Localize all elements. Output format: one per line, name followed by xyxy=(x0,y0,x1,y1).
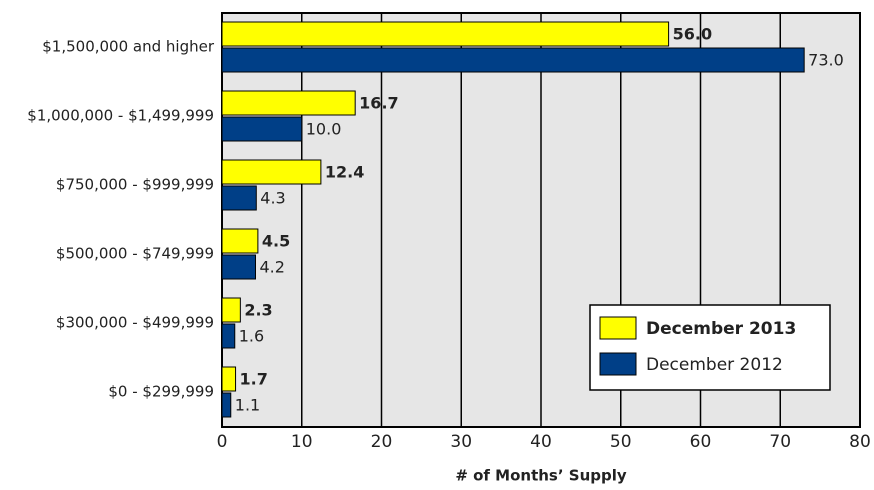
y-tick-label: $0 - $299,999 xyxy=(108,383,214,401)
bar xyxy=(221,254,256,280)
x-tick-label: 40 xyxy=(530,432,552,452)
y-tick-label: $300,000 - $499,999 xyxy=(56,314,214,332)
data-label: 1.7 xyxy=(240,370,268,389)
bar xyxy=(221,47,805,73)
x-tick-label: 70 xyxy=(769,432,791,452)
data-label: 16.7 xyxy=(359,94,398,113)
legend-label: December 2012 xyxy=(646,355,783,375)
legend-label: December 2013 xyxy=(646,319,796,339)
data-label: 12.4 xyxy=(325,163,364,182)
bar xyxy=(221,21,670,47)
y-tick-label: $500,000 - $749,999 xyxy=(56,245,214,263)
x-tick-label: 20 xyxy=(371,432,393,452)
data-label: 4.5 xyxy=(262,232,290,251)
legend-swatch xyxy=(599,316,637,340)
plot-frame xyxy=(221,12,861,428)
x-axis-label: # of Months’ Supply xyxy=(455,467,627,485)
data-label: 10.0 xyxy=(306,120,342,139)
y-tick-label: $1,500,000 and higher xyxy=(42,38,215,56)
data-label: 73.0 xyxy=(808,51,844,70)
x-tick-label: 10 xyxy=(291,432,313,452)
y-tick-label: $750,000 - $999,999 xyxy=(56,176,214,194)
data-label: 2.3 xyxy=(244,301,272,320)
bar xyxy=(221,116,303,142)
bar xyxy=(221,228,259,254)
data-label: 56.0 xyxy=(673,25,712,44)
data-label: 4.2 xyxy=(259,258,284,277)
bar xyxy=(221,323,236,349)
bar xyxy=(221,392,232,418)
x-tick-label: 60 xyxy=(690,432,712,452)
bar xyxy=(221,297,241,323)
x-tick-label: 0 xyxy=(217,432,228,452)
y-tick-label: $1,000,000 - $1,499,999 xyxy=(27,107,214,125)
x-tick-label: 30 xyxy=(450,432,472,452)
x-tick-label: 80 xyxy=(849,432,871,452)
x-tick-label: 50 xyxy=(610,432,632,452)
legend-swatch xyxy=(599,352,637,376)
data-label: 4.3 xyxy=(260,189,285,208)
data-label: 1.1 xyxy=(235,396,260,415)
bar xyxy=(221,185,257,211)
data-label: 1.6 xyxy=(239,327,264,346)
bar xyxy=(221,366,237,392)
bar xyxy=(221,159,322,185)
bar xyxy=(221,90,356,116)
